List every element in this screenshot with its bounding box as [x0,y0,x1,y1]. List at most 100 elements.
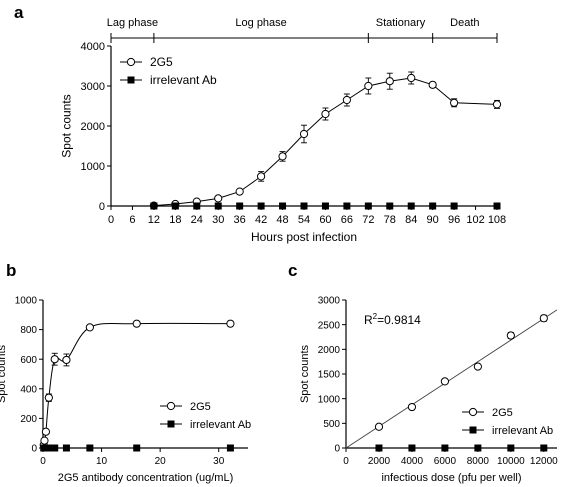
data-point [44,393,53,402]
legend-label: irrelevant Ab [190,419,251,431]
y-tick-label: 2500 [318,320,341,331]
x-tick-label: 12 [148,214,160,226]
legend-marker [127,76,135,84]
data-point [441,444,449,452]
legend: 2G5 irrelevant Ab [120,55,217,87]
series-control [375,444,548,452]
panel-label-c: c [288,261,297,280]
y-axis-label: Spot counts [59,94,73,157]
data-point [374,422,384,431]
data-point [278,152,287,161]
data-point [474,444,482,452]
y-tick-label: 1000 [318,394,341,405]
data-point [236,202,244,210]
data-point [226,444,234,452]
data-point [226,319,235,328]
data-point [539,314,548,323]
data-point [62,355,71,365]
data-point [428,80,437,89]
data-point [429,202,437,210]
x-tick-label: 20 [155,456,167,467]
series-control [150,202,501,210]
data-point [299,129,309,139]
legend-marker [468,407,478,417]
data-point [132,319,141,328]
x-tick-label: 6 [129,214,135,226]
data-point [492,100,502,109]
data-point [62,444,70,452]
data-point [450,202,458,210]
panel-label-b: b [6,261,16,280]
x-tick-label: 6000 [434,456,457,467]
data-point [364,81,373,91]
x-tick-label: 90 [427,214,439,226]
x-tick-label: 96 [448,214,460,226]
x-tick-label: 54 [298,214,310,226]
data-point [279,202,287,210]
data-point [473,362,482,371]
data-point [440,377,450,386]
y-tick-label: 2000 [81,121,105,133]
legend-label: irrelevant Ab [150,73,217,87]
x-tick-label: 36 [234,214,246,226]
data-point [150,202,158,210]
x-tick-label: 30 [213,456,225,467]
phase-label: Death [450,17,479,29]
data-point [86,444,94,452]
data-point [41,427,51,436]
y-tick-label: 4000 [81,41,105,53]
y-tick-label: 400 [20,384,37,395]
x-tick-label: 102 [466,214,484,226]
x-tick-label: 12000 [530,456,558,467]
legend: 2G5 irrelevant Ab [462,407,553,437]
x-axis-label: Hours post infection [251,230,357,244]
series-primary [39,319,235,450]
panel-label-a: a [14,3,24,22]
data-point [407,402,417,412]
x-tick-label: 0 [343,456,349,467]
phase-label: Lag phase [107,17,158,29]
data-point [171,202,179,210]
y-tick-label: 800 [20,325,37,336]
y-tick-label: 0 [99,201,105,213]
r-squared-value: =0.9814 [377,313,421,327]
data-point [343,202,351,210]
y-tick-label: 3000 [81,81,105,93]
data-point [257,202,265,210]
data-point [300,202,308,210]
series-primary [374,314,548,431]
data-point [375,444,383,452]
data-point [321,109,330,119]
x-tick-label: 0 [40,456,46,467]
data-point [193,202,201,210]
x-tick-label: 24 [191,214,203,226]
y-tick-label: 1000 [81,161,105,173]
x-tick-label: 42 [255,214,267,226]
data-point [321,202,329,210]
r-squared-superscript: 2 [373,312,378,321]
data-point [85,323,94,332]
x-tick-label: 66 [341,214,353,226]
x-tick-label: 2000 [368,456,391,467]
x-tick-label: 4000 [401,456,424,467]
data-point [507,444,515,452]
data-point [407,73,416,83]
data-point [407,202,415,210]
y-tick-label: 1500 [318,370,341,381]
r-squared-annotation: R2=0.9814 [364,312,421,327]
data-point [133,444,141,452]
series-primary [149,71,502,210]
y-tick-label: 0 [31,444,37,455]
y-axis-label: Spot counts [299,344,311,403]
x-tick-label: 10 [96,456,108,467]
phase-label: Stationary [376,17,426,29]
legend-marker [166,401,176,411]
data-point [51,444,59,452]
legend-label: irrelevant Ab [492,425,553,437]
data-point [342,95,351,105]
y-axis-label: Spot counts [0,344,8,403]
r-squared-prefix: R [364,313,373,327]
y-tick-label: 2000 [318,345,341,356]
x-tick-label: 78 [384,214,396,226]
